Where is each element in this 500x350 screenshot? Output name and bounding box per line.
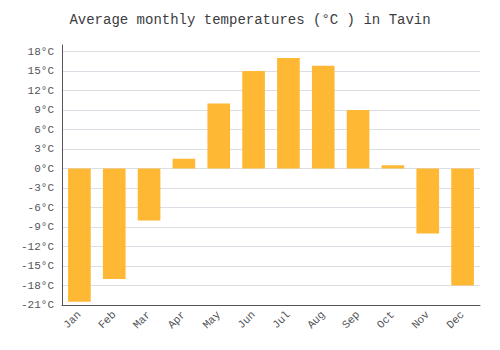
svg-text:-12°C: -12°C <box>21 241 54 253</box>
svg-text:May: May <box>201 308 224 331</box>
svg-text:Apr: Apr <box>166 309 188 331</box>
svg-text:-6°C: -6°C <box>28 202 55 214</box>
svg-text:Jul: Jul <box>270 309 292 331</box>
svg-text:-3°C: -3°C <box>28 182 55 194</box>
svg-text:0°C: 0°C <box>34 163 54 175</box>
svg-text:-21°C: -21°C <box>21 299 54 311</box>
svg-text:Aug: Aug <box>305 309 327 331</box>
svg-text:Oct: Oct <box>375 309 397 331</box>
svg-text:Average monthly temperatures (: Average monthly temperatures (°C ) in Ta… <box>69 12 430 28</box>
svg-text:-9°C: -9°C <box>28 221 55 233</box>
svg-text:Jun: Jun <box>235 309 257 331</box>
svg-text:3°C: 3°C <box>34 143 54 155</box>
svg-text:9°C: 9°C <box>34 104 54 116</box>
svg-text:12°C: 12°C <box>28 85 55 97</box>
svg-text:15°C: 15°C <box>28 65 55 77</box>
svg-text:Jan: Jan <box>61 309 83 331</box>
svg-text:-15°C: -15°C <box>21 260 54 272</box>
svg-text:Sep: Sep <box>340 309 362 331</box>
svg-text:Dec: Dec <box>444 309 466 331</box>
svg-text:Feb: Feb <box>96 309 118 331</box>
svg-text:18°C: 18°C <box>28 46 55 58</box>
svg-text:Nov: Nov <box>410 308 433 331</box>
svg-text:Mar: Mar <box>131 309 153 331</box>
svg-text:-18°C: -18°C <box>21 280 54 292</box>
svg-text:6°C: 6°C <box>34 124 54 136</box>
